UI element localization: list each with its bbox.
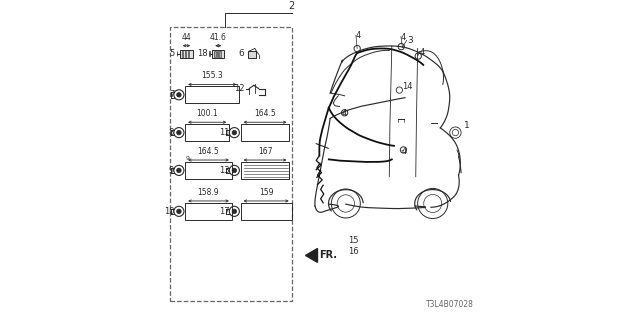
- Bar: [220, 51, 221, 57]
- Text: 167: 167: [258, 147, 272, 156]
- Text: 17: 17: [220, 207, 230, 216]
- Bar: [182, 51, 184, 57]
- Text: 164.5: 164.5: [198, 147, 220, 156]
- Text: 3: 3: [408, 36, 413, 45]
- Text: 5: 5: [170, 49, 175, 58]
- Circle shape: [177, 92, 181, 97]
- Text: 4: 4: [342, 109, 348, 118]
- Text: 44: 44: [182, 33, 191, 42]
- Bar: [212, 50, 224, 58]
- Text: T3L4B07028: T3L4B07028: [426, 300, 474, 309]
- Text: 6: 6: [238, 49, 244, 58]
- Text: 8: 8: [169, 128, 174, 137]
- Text: 18: 18: [196, 49, 207, 58]
- Polygon shape: [305, 249, 317, 262]
- Text: 1: 1: [464, 121, 470, 130]
- Bar: [217, 51, 218, 57]
- Text: 4: 4: [400, 33, 406, 42]
- Bar: [185, 162, 232, 179]
- Text: 155.3: 155.3: [202, 71, 223, 80]
- Bar: [185, 124, 229, 141]
- Text: 12: 12: [234, 84, 245, 93]
- Circle shape: [232, 168, 237, 173]
- Text: 10: 10: [164, 207, 174, 216]
- Text: 158.9: 158.9: [198, 188, 220, 197]
- Bar: [248, 51, 257, 58]
- Bar: [185, 203, 232, 220]
- Text: FR.: FR.: [319, 251, 337, 260]
- Text: 4: 4: [355, 31, 360, 40]
- Bar: [241, 162, 289, 179]
- Bar: [188, 51, 189, 57]
- Circle shape: [232, 130, 237, 135]
- Text: 4: 4: [419, 48, 424, 57]
- Bar: [170, 27, 292, 301]
- Bar: [214, 51, 216, 57]
- Bar: [180, 50, 193, 58]
- Bar: [241, 124, 289, 141]
- Circle shape: [177, 209, 181, 214]
- Text: 15: 15: [348, 236, 358, 245]
- Text: 41.6: 41.6: [210, 33, 227, 42]
- Text: 16: 16: [348, 247, 358, 256]
- Text: 9: 9: [169, 166, 174, 175]
- Bar: [241, 203, 292, 220]
- Circle shape: [232, 209, 237, 214]
- Text: 13: 13: [220, 166, 230, 175]
- Text: 2: 2: [289, 1, 295, 12]
- Circle shape: [177, 168, 181, 173]
- Text: 9: 9: [186, 156, 190, 161]
- Bar: [209, 52, 210, 56]
- Text: 4: 4: [401, 147, 406, 156]
- Bar: [185, 51, 186, 57]
- Text: 159: 159: [259, 188, 273, 197]
- Text: 11: 11: [220, 128, 230, 137]
- Bar: [185, 86, 239, 103]
- Text: 100.1: 100.1: [196, 109, 218, 118]
- Text: 7: 7: [169, 90, 174, 99]
- Text: 14: 14: [402, 83, 412, 92]
- Circle shape: [177, 130, 181, 135]
- Text: 164.5: 164.5: [254, 109, 276, 118]
